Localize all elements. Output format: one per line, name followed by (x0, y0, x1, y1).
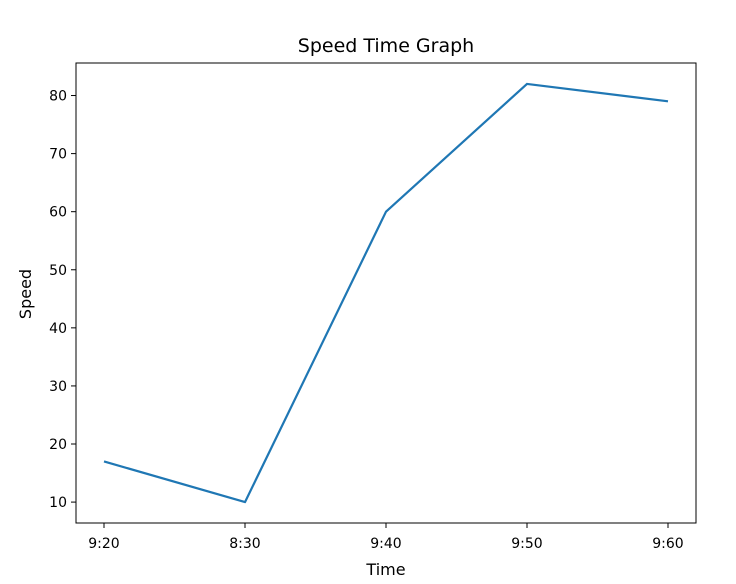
chart-title: Speed Time Graph (298, 35, 474, 57)
y-tick-label: 40 (49, 321, 67, 337)
y-tick-label: 50 (49, 263, 67, 279)
x-tick-label: 9:60 (652, 536, 683, 552)
y-axis-ticks: 10 20 30 40 50 60 70 80 (49, 89, 76, 511)
y-tick-label: 80 (49, 89, 67, 105)
series-layer (103, 82, 669, 504)
x-tick-label: 8:30 (229, 536, 260, 552)
x-tick-label: 9:50 (511, 536, 542, 552)
x-axis-label: Time (365, 560, 405, 579)
x-tick-label: 9:20 (88, 536, 119, 552)
x-axis-ticks: 9:20 8:30 9:40 9:50 9:60 (88, 523, 684, 552)
series-line (103, 82, 669, 504)
x-tick-label: 9:40 (370, 536, 401, 552)
y-tick-label: 60 (49, 205, 67, 221)
y-tick-label: 70 (49, 147, 67, 163)
y-axis-label: Speed (16, 269, 35, 319)
y-tick-label: 30 (49, 379, 67, 395)
plot-area-frame (75, 62, 697, 524)
y-tick-label: 20 (49, 437, 67, 453)
y-tick-label: 10 (49, 495, 67, 511)
